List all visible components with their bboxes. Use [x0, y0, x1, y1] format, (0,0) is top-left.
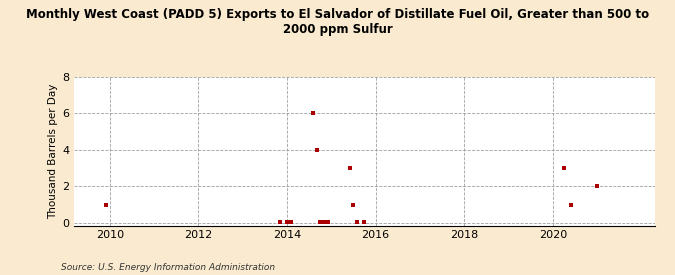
Point: [286, 220, 296, 224]
Point: [274, 220, 285, 224]
Y-axis label: Thousand Barrels per Day: Thousand Barrels per Day: [48, 84, 58, 219]
Point: [592, 184, 603, 189]
Point: [352, 220, 362, 224]
Point: [558, 166, 569, 170]
Point: [319, 220, 329, 224]
Text: Monthly West Coast (PADD 5) Exports to El Salvador of Distillate Fuel Oil, Great: Monthly West Coast (PADD 5) Exports to E…: [26, 8, 649, 36]
Point: [359, 220, 370, 224]
Point: [322, 220, 333, 224]
Point: [281, 220, 292, 224]
Point: [315, 220, 325, 224]
Point: [344, 166, 355, 170]
Point: [311, 148, 322, 152]
Point: [101, 202, 111, 207]
Point: [307, 111, 318, 116]
Point: [566, 202, 576, 207]
Text: Source: U.S. Energy Information Administration: Source: U.S. Energy Information Administ…: [61, 263, 275, 272]
Point: [348, 202, 359, 207]
